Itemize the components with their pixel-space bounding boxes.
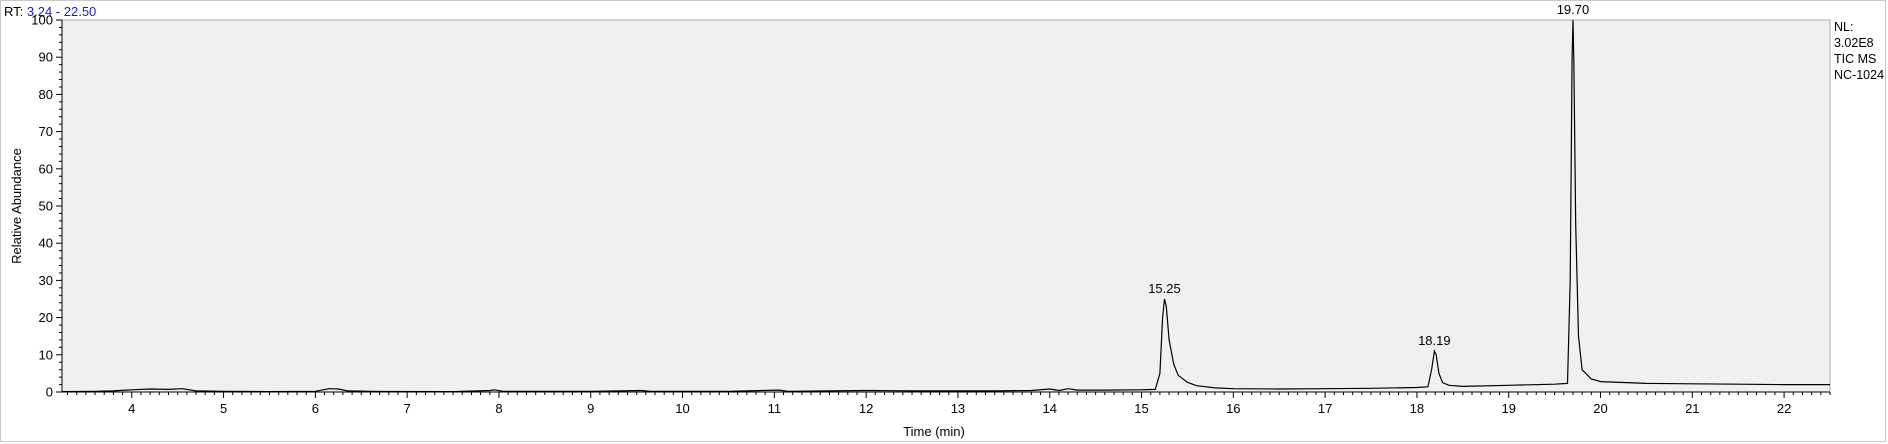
x-axis: 4 5 6 7 8 9 10 11 12 13 14 15 16 17 18 19 20 21 22 <box>62 391 1831 416</box>
x-tick-label: 21 <box>1685 401 1699 416</box>
rt-range-header: RT: 3.24 - 22.50 <box>4 4 96 19</box>
info-scan-type: TIC MS <box>1834 52 1876 66</box>
x-tick-label: 10 <box>675 401 689 416</box>
y-axis: 0 10 20 30 40 50 60 70 80 90 100 <box>31 13 63 400</box>
x-axis-title: Time (min) <box>903 424 965 439</box>
y-tick-label: 30 <box>39 273 53 288</box>
y-tick-label: 100 <box>31 13 53 28</box>
info-nl-label: NL: <box>1834 20 1853 34</box>
y-tick-label: 20 <box>39 310 53 325</box>
tic-trace <box>61 19 1830 393</box>
x-tick-label: 11 <box>768 401 782 416</box>
peak-labels: 15.25 18.19 19.70 <box>1148 2 1589 348</box>
y-tick-label: 10 <box>39 347 53 362</box>
x-tick-label: 20 <box>1593 401 1607 416</box>
x-tick-label: 18 <box>1410 401 1424 416</box>
x-tick-label: 15 <box>1134 401 1148 416</box>
x-tick-label: 13 <box>951 401 965 416</box>
y-tick-label: 50 <box>39 199 53 214</box>
x-tick-label: 6 <box>312 401 319 416</box>
x-tick-label: 5 <box>220 401 227 416</box>
x-tick-label: 22 <box>1777 401 1791 416</box>
x-tick-label: 8 <box>495 401 502 416</box>
x-tick-label: 17 <box>1318 401 1332 416</box>
peak-label: 15.25 <box>1148 281 1181 296</box>
info-sample-name: NC-1024 <box>1834 68 1884 82</box>
x-tick-label: 12 <box>859 401 873 416</box>
y-axis-title: Relative Abundance <box>9 148 24 264</box>
x-tick-label: 14 <box>1042 401 1056 416</box>
y-tick-label: 80 <box>39 87 53 102</box>
peak-label: 19.70 <box>1557 2 1590 17</box>
info-nl-value: 3.02E8 <box>1834 36 1874 50</box>
rt-range-value: 3.24 - 22.50 <box>26 4 97 19</box>
rt-label: RT: <box>4 4 24 19</box>
y-tick-label: 70 <box>39 124 53 139</box>
y-tick-label: 0 <box>46 385 53 400</box>
info-panel: NL: 3.02E8 TIC MS NC-1024 <box>1834 20 1884 82</box>
x-tick-label: 7 <box>404 401 411 416</box>
y-tick-label: 90 <box>39 50 53 65</box>
y-tick-label: 40 <box>39 236 53 251</box>
x-tick-label: 9 <box>587 401 594 416</box>
x-tick-label: 16 <box>1226 401 1240 416</box>
peak-label: 18.19 <box>1418 333 1451 348</box>
x-tick-label: 4 <box>128 401 135 416</box>
plot-area <box>61 19 1831 393</box>
x-tick-label: 19 <box>1501 401 1515 416</box>
y-tick-label: 60 <box>39 161 53 176</box>
